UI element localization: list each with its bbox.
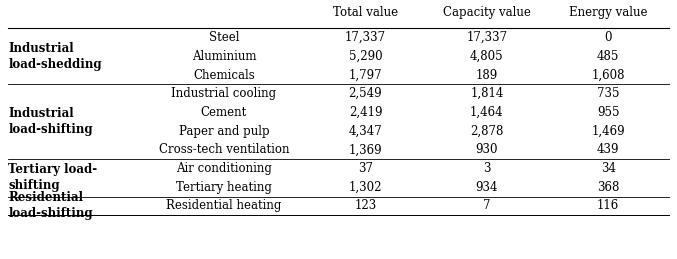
Text: 1,464: 1,464 <box>470 106 504 119</box>
Text: Air conditioning: Air conditioning <box>176 162 272 175</box>
Text: 4,805: 4,805 <box>470 50 504 63</box>
Text: 123: 123 <box>354 199 376 212</box>
Text: 7: 7 <box>483 199 491 212</box>
Text: 1,369: 1,369 <box>349 143 383 156</box>
Text: 0: 0 <box>605 31 612 44</box>
Text: Total value: Total value <box>333 6 398 19</box>
Text: Paper and pulp: Paper and pulp <box>179 125 269 138</box>
Text: Cement: Cement <box>201 106 247 119</box>
Text: 485: 485 <box>597 50 619 63</box>
Text: Residential
load-shifting: Residential load-shifting <box>8 191 93 220</box>
Text: Tertiary heating: Tertiary heating <box>176 181 272 194</box>
Text: Capacity value: Capacity value <box>443 6 531 19</box>
Text: 735: 735 <box>597 87 619 100</box>
Text: Industrial cooling: Industrial cooling <box>171 87 276 100</box>
Text: Chemicals: Chemicals <box>193 69 255 82</box>
Text: 439: 439 <box>597 143 619 156</box>
Text: Cross-tech ventilation: Cross-tech ventilation <box>158 143 289 156</box>
Text: 17,337: 17,337 <box>345 31 386 44</box>
Text: 2,419: 2,419 <box>349 106 383 119</box>
Text: Tertiary load-
shifting: Tertiary load- shifting <box>8 163 97 192</box>
Text: 3: 3 <box>483 162 491 175</box>
Text: 4,347: 4,347 <box>349 125 383 138</box>
Text: 2,878: 2,878 <box>470 125 504 138</box>
Text: 5,290: 5,290 <box>349 50 383 63</box>
Text: Aluminium: Aluminium <box>192 50 256 63</box>
Text: 1,302: 1,302 <box>349 181 383 194</box>
Text: 2,549: 2,549 <box>349 87 383 100</box>
Text: Industrial
load-shedding: Industrial load-shedding <box>8 42 102 71</box>
Text: Residential heating: Residential heating <box>166 199 282 212</box>
Text: 17,337: 17,337 <box>466 31 507 44</box>
Text: 955: 955 <box>597 106 619 119</box>
Text: 37: 37 <box>358 162 373 175</box>
Text: Steel: Steel <box>209 31 239 44</box>
Text: 1,814: 1,814 <box>470 87 504 100</box>
Text: 1,469: 1,469 <box>592 125 625 138</box>
Text: 1,797: 1,797 <box>349 69 383 82</box>
Text: Energy value: Energy value <box>569 6 647 19</box>
Text: 116: 116 <box>597 199 619 212</box>
Text: 934: 934 <box>475 181 498 194</box>
Text: 189: 189 <box>476 69 498 82</box>
Text: 34: 34 <box>600 162 615 175</box>
Text: 930: 930 <box>475 143 498 156</box>
Text: 368: 368 <box>597 181 619 194</box>
Text: Industrial
load-shifting: Industrial load-shifting <box>8 107 93 136</box>
Text: 1,608: 1,608 <box>592 69 625 82</box>
